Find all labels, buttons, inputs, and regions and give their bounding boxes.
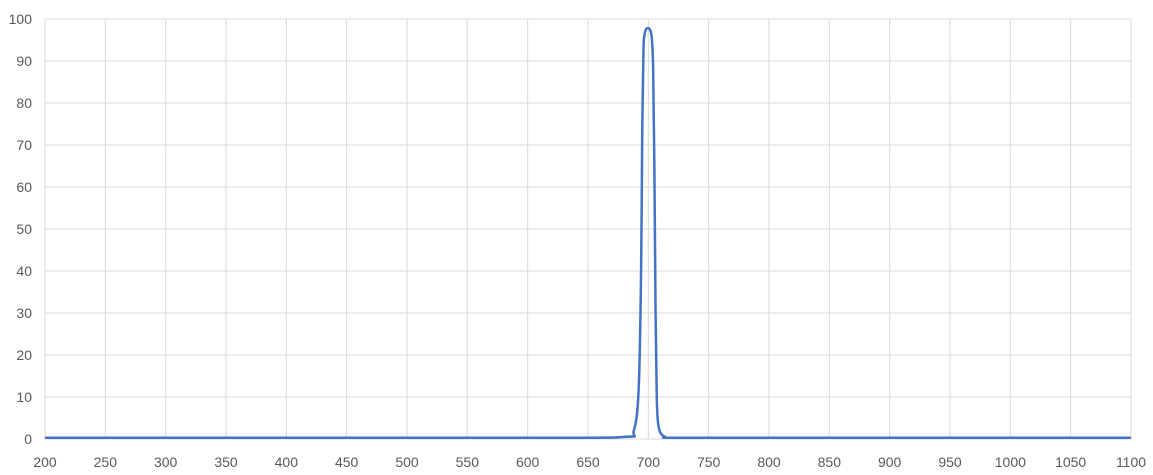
y-tick-label: 60 <box>16 179 32 195</box>
x-tick-label: 450 <box>335 454 359 470</box>
x-tick-label: 1000 <box>995 454 1026 470</box>
x-tick-label: 1050 <box>1055 454 1086 470</box>
y-axis-tick-labels: 0 10 20 30 40 50 60 70 80 90 100 <box>9 11 33 447</box>
x-tick-label: 300 <box>154 454 178 470</box>
x-tick-label: 850 <box>818 454 842 470</box>
x-tick-label: 500 <box>395 454 419 470</box>
x-tick-label: 600 <box>516 454 540 470</box>
y-tick-label: 80 <box>16 95 32 111</box>
y-tick-label: 90 <box>16 53 32 69</box>
x-tick-label: 200 <box>33 454 57 470</box>
x-tick-label: 700 <box>637 454 661 470</box>
horizontal-gridlines <box>45 18 1131 440</box>
x-tick-label: 750 <box>697 454 721 470</box>
y-tick-label: 70 <box>16 137 32 153</box>
x-tick-label: 1100 <box>1116 454 1146 470</box>
y-tick-label: 20 <box>16 347 32 363</box>
x-tick-label: 250 <box>94 454 118 470</box>
series-line <box>44 26 1131 440</box>
x-tick-label: 650 <box>576 454 600 470</box>
x-tick-label: 800 <box>757 454 781 470</box>
y-tick-label: 0 <box>24 431 32 447</box>
y-tick-label: 50 <box>16 221 32 237</box>
x-tick-label: 550 <box>456 454 480 470</box>
y-tick-label: 40 <box>16 263 32 279</box>
x-tick-label: 400 <box>275 454 299 470</box>
x-tick-label: 350 <box>214 454 238 470</box>
y-tick-label: 10 <box>16 389 32 405</box>
series-layer <box>44 26 1131 440</box>
x-tick-label: 900 <box>878 454 902 470</box>
x-axis-tick-labels: 200 250 300 350 400 450 500 550 600 650 700 750 800 8… <box>33 454 1146 470</box>
x-tick-label: 950 <box>938 454 962 470</box>
y-tick-label: 30 <box>16 305 32 321</box>
y-tick-label: 100 <box>9 11 33 27</box>
